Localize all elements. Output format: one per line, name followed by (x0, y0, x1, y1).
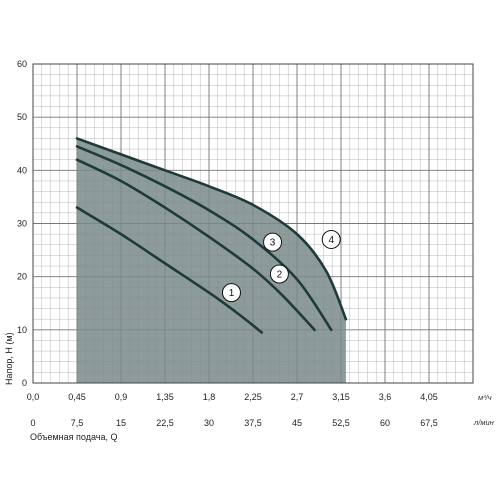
x-tick-label-secondary: 67,5 (420, 418, 438, 428)
x-tick-label-secondary: 7,5 (71, 418, 84, 428)
curve-label-circle-3 (263, 232, 283, 252)
curve-label-circle-4 (321, 229, 341, 249)
plot-frame (32, 63, 474, 384)
x-tick-label-primary: 0,9 (115, 392, 128, 402)
x-tick-label-primary: 4,05 (420, 392, 438, 402)
y-tick-label: 50 (17, 112, 27, 122)
x-unit-secondary: л/мин (473, 418, 494, 427)
y-tick-label: 40 (17, 165, 27, 175)
curve-label-group: 1 2 3 4 (221, 229, 341, 303)
y-tick-label: 60 (17, 59, 27, 69)
y-tick-label: 10 (17, 325, 27, 335)
x-tick-label-secondary: 60 (380, 418, 390, 428)
y-tick-label: 20 (17, 272, 27, 282)
curve-label-1: 1 (229, 288, 235, 299)
x-tick-label-secondary: 52,5 (332, 418, 350, 428)
axes (32, 63, 474, 384)
performance-fill-area (77, 138, 346, 383)
x-tick-label-secondary: 45 (292, 418, 302, 428)
x-tick-label-secondary: 37,5 (244, 418, 262, 428)
curve-4 (75, 137, 348, 321)
curve-2 (75, 158, 316, 332)
curve-label-3: 3 (270, 238, 276, 249)
curve-1 (75, 206, 264, 334)
curve-label-circle-1 (221, 283, 241, 303)
curve-label-4: 4 (328, 235, 334, 246)
x-tick-label-primary: 2,7 (291, 392, 304, 402)
fill-region (77, 138, 346, 383)
x-tick-label-secondary: 15 (116, 418, 126, 428)
x-axis-label: Объемная подача, Q (30, 432, 117, 442)
curve-group (75, 137, 348, 334)
x-tick-label-primary: 1,8 (203, 392, 216, 402)
x-tick-label-primary: 0,0 (27, 392, 40, 402)
x-tick-label-primary: 2,25 (244, 392, 262, 402)
tick-labels: 01020304050600,000,457,50,9151,3522,51,8… (17, 59, 438, 428)
x-unit-primary: м³/ч (478, 393, 492, 402)
x-tick-label-secondary: 30 (204, 418, 214, 428)
x-tick-label-primary: 1,35 (156, 392, 174, 402)
x-tick-label-secondary: 22,5 (156, 418, 174, 428)
y-axis-label: Напор, H (м) (4, 332, 14, 385)
y-tick-label: 30 (17, 219, 27, 229)
curve-label-circle-2 (269, 264, 289, 284)
x-tick-label-primary: 0,45 (68, 392, 86, 402)
x-tick-label-primary: 3,15 (332, 392, 350, 402)
curve-3 (75, 145, 333, 332)
curve-label-2: 2 (277, 270, 283, 281)
y-tick-label: 0 (22, 378, 27, 388)
x-tick-label-secondary: 0 (30, 418, 35, 428)
x-tick-label-primary: 3,6 (379, 392, 392, 402)
